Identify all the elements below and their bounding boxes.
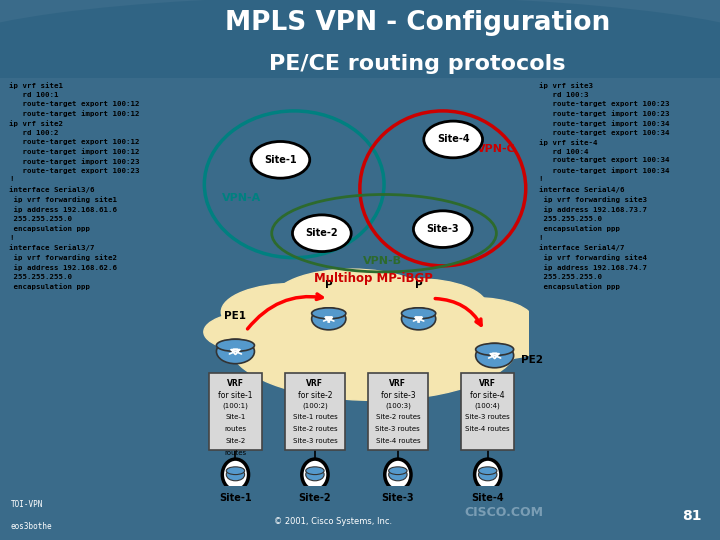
Text: VRF: VRF xyxy=(390,379,406,388)
Ellipse shape xyxy=(217,339,254,352)
Text: for site-1: for site-1 xyxy=(218,390,253,400)
Text: for site-2: for site-2 xyxy=(297,390,332,400)
Circle shape xyxy=(302,459,328,490)
Text: Site-2: Site-2 xyxy=(299,494,331,503)
FancyBboxPatch shape xyxy=(209,373,262,450)
Text: Site-3 routes: Site-3 routes xyxy=(465,414,510,420)
Text: P: P xyxy=(325,280,333,291)
Ellipse shape xyxy=(479,467,497,475)
Text: Site-4: Site-4 xyxy=(437,134,469,145)
Text: Site-1: Site-1 xyxy=(219,494,252,503)
FancyBboxPatch shape xyxy=(461,373,514,450)
Ellipse shape xyxy=(306,468,324,481)
Ellipse shape xyxy=(221,284,366,340)
Ellipse shape xyxy=(389,467,407,475)
Ellipse shape xyxy=(251,141,310,178)
Text: (100:2): (100:2) xyxy=(302,402,328,409)
Ellipse shape xyxy=(312,308,346,319)
Text: Site-4 routes: Site-4 routes xyxy=(465,426,510,432)
Text: Site-2: Site-2 xyxy=(305,228,338,238)
Circle shape xyxy=(384,459,411,490)
Ellipse shape xyxy=(389,468,407,481)
Ellipse shape xyxy=(204,312,305,352)
Text: Site-4 routes: Site-4 routes xyxy=(376,438,420,444)
Circle shape xyxy=(222,459,248,490)
Text: Site-3: Site-3 xyxy=(382,494,414,503)
Text: PE/CE routing protocols: PE/CE routing protocols xyxy=(269,54,566,74)
Text: Site-1: Site-1 xyxy=(225,414,246,420)
Ellipse shape xyxy=(417,298,534,343)
Text: VRF: VRF xyxy=(480,379,496,388)
Text: Site-2 routes: Site-2 routes xyxy=(292,426,337,432)
Ellipse shape xyxy=(306,467,324,475)
FancyBboxPatch shape xyxy=(368,373,428,450)
Ellipse shape xyxy=(476,343,513,355)
Text: (100:3): (100:3) xyxy=(385,402,411,409)
Text: Site-2 routes: Site-2 routes xyxy=(376,414,420,420)
FancyBboxPatch shape xyxy=(285,373,345,450)
Text: PE1: PE1 xyxy=(225,311,246,321)
Text: VPN-B: VPN-B xyxy=(364,256,402,266)
Text: Multihop MP-iBGP: Multihop MP-iBGP xyxy=(314,272,433,285)
Text: (100:4): (100:4) xyxy=(475,402,500,409)
Ellipse shape xyxy=(312,308,346,330)
Ellipse shape xyxy=(442,316,552,359)
Text: PE2: PE2 xyxy=(521,355,543,365)
Text: VPN-C: VPN-C xyxy=(477,144,516,154)
Text: Site-3: Site-3 xyxy=(426,224,459,234)
Text: Site-1 routes: Site-1 routes xyxy=(292,414,337,420)
Text: VRF: VRF xyxy=(307,379,323,388)
Ellipse shape xyxy=(402,308,436,330)
Circle shape xyxy=(474,459,501,490)
Text: 81: 81 xyxy=(683,509,702,523)
Text: for site-3: for site-3 xyxy=(381,390,415,400)
Text: (100:1): (100:1) xyxy=(222,402,248,409)
Ellipse shape xyxy=(226,467,245,475)
Ellipse shape xyxy=(424,121,482,158)
Ellipse shape xyxy=(479,468,497,481)
Ellipse shape xyxy=(476,343,513,368)
Text: TOI-VPN: TOI-VPN xyxy=(11,501,43,509)
Text: MPLS VPN - Configuration: MPLS VPN - Configuration xyxy=(225,10,611,37)
Ellipse shape xyxy=(0,0,720,113)
Text: ip vrf site3
   rd 100:3
   route-target export 100:23
   route-target import 10: ip vrf site3 rd 100:3 route-target expor… xyxy=(539,83,670,290)
Ellipse shape xyxy=(228,286,519,400)
Text: Site-1: Site-1 xyxy=(264,155,297,165)
Ellipse shape xyxy=(226,468,245,481)
Ellipse shape xyxy=(348,279,487,334)
Text: VPN-A: VPN-A xyxy=(222,193,261,202)
Text: routes: routes xyxy=(225,426,246,432)
Text: for site-4: for site-4 xyxy=(470,390,505,400)
Text: © 2001, Cisco Systems, Inc.: © 2001, Cisco Systems, Inc. xyxy=(274,517,392,525)
Text: eos3bothe: eos3bothe xyxy=(11,522,53,531)
Text: CISCO.COM: CISCO.COM xyxy=(464,507,544,519)
Text: P: P xyxy=(415,280,423,291)
Text: Site-3 routes: Site-3 routes xyxy=(292,438,337,444)
Text: Site-2: Site-2 xyxy=(225,438,246,444)
Ellipse shape xyxy=(272,269,432,332)
Text: Site-3 routes: Site-3 routes xyxy=(376,426,420,432)
Text: VRF: VRF xyxy=(227,379,244,388)
Ellipse shape xyxy=(217,339,254,364)
Text: routes: routes xyxy=(225,450,246,456)
Ellipse shape xyxy=(413,211,472,247)
Ellipse shape xyxy=(402,308,436,319)
Ellipse shape xyxy=(292,215,351,252)
Text: ip vrf site1
   rd 100:1
   route-target export 100:12
   route-target import 10: ip vrf site1 rd 100:1 route-target expor… xyxy=(9,83,140,290)
Text: Site-4: Site-4 xyxy=(472,494,504,503)
